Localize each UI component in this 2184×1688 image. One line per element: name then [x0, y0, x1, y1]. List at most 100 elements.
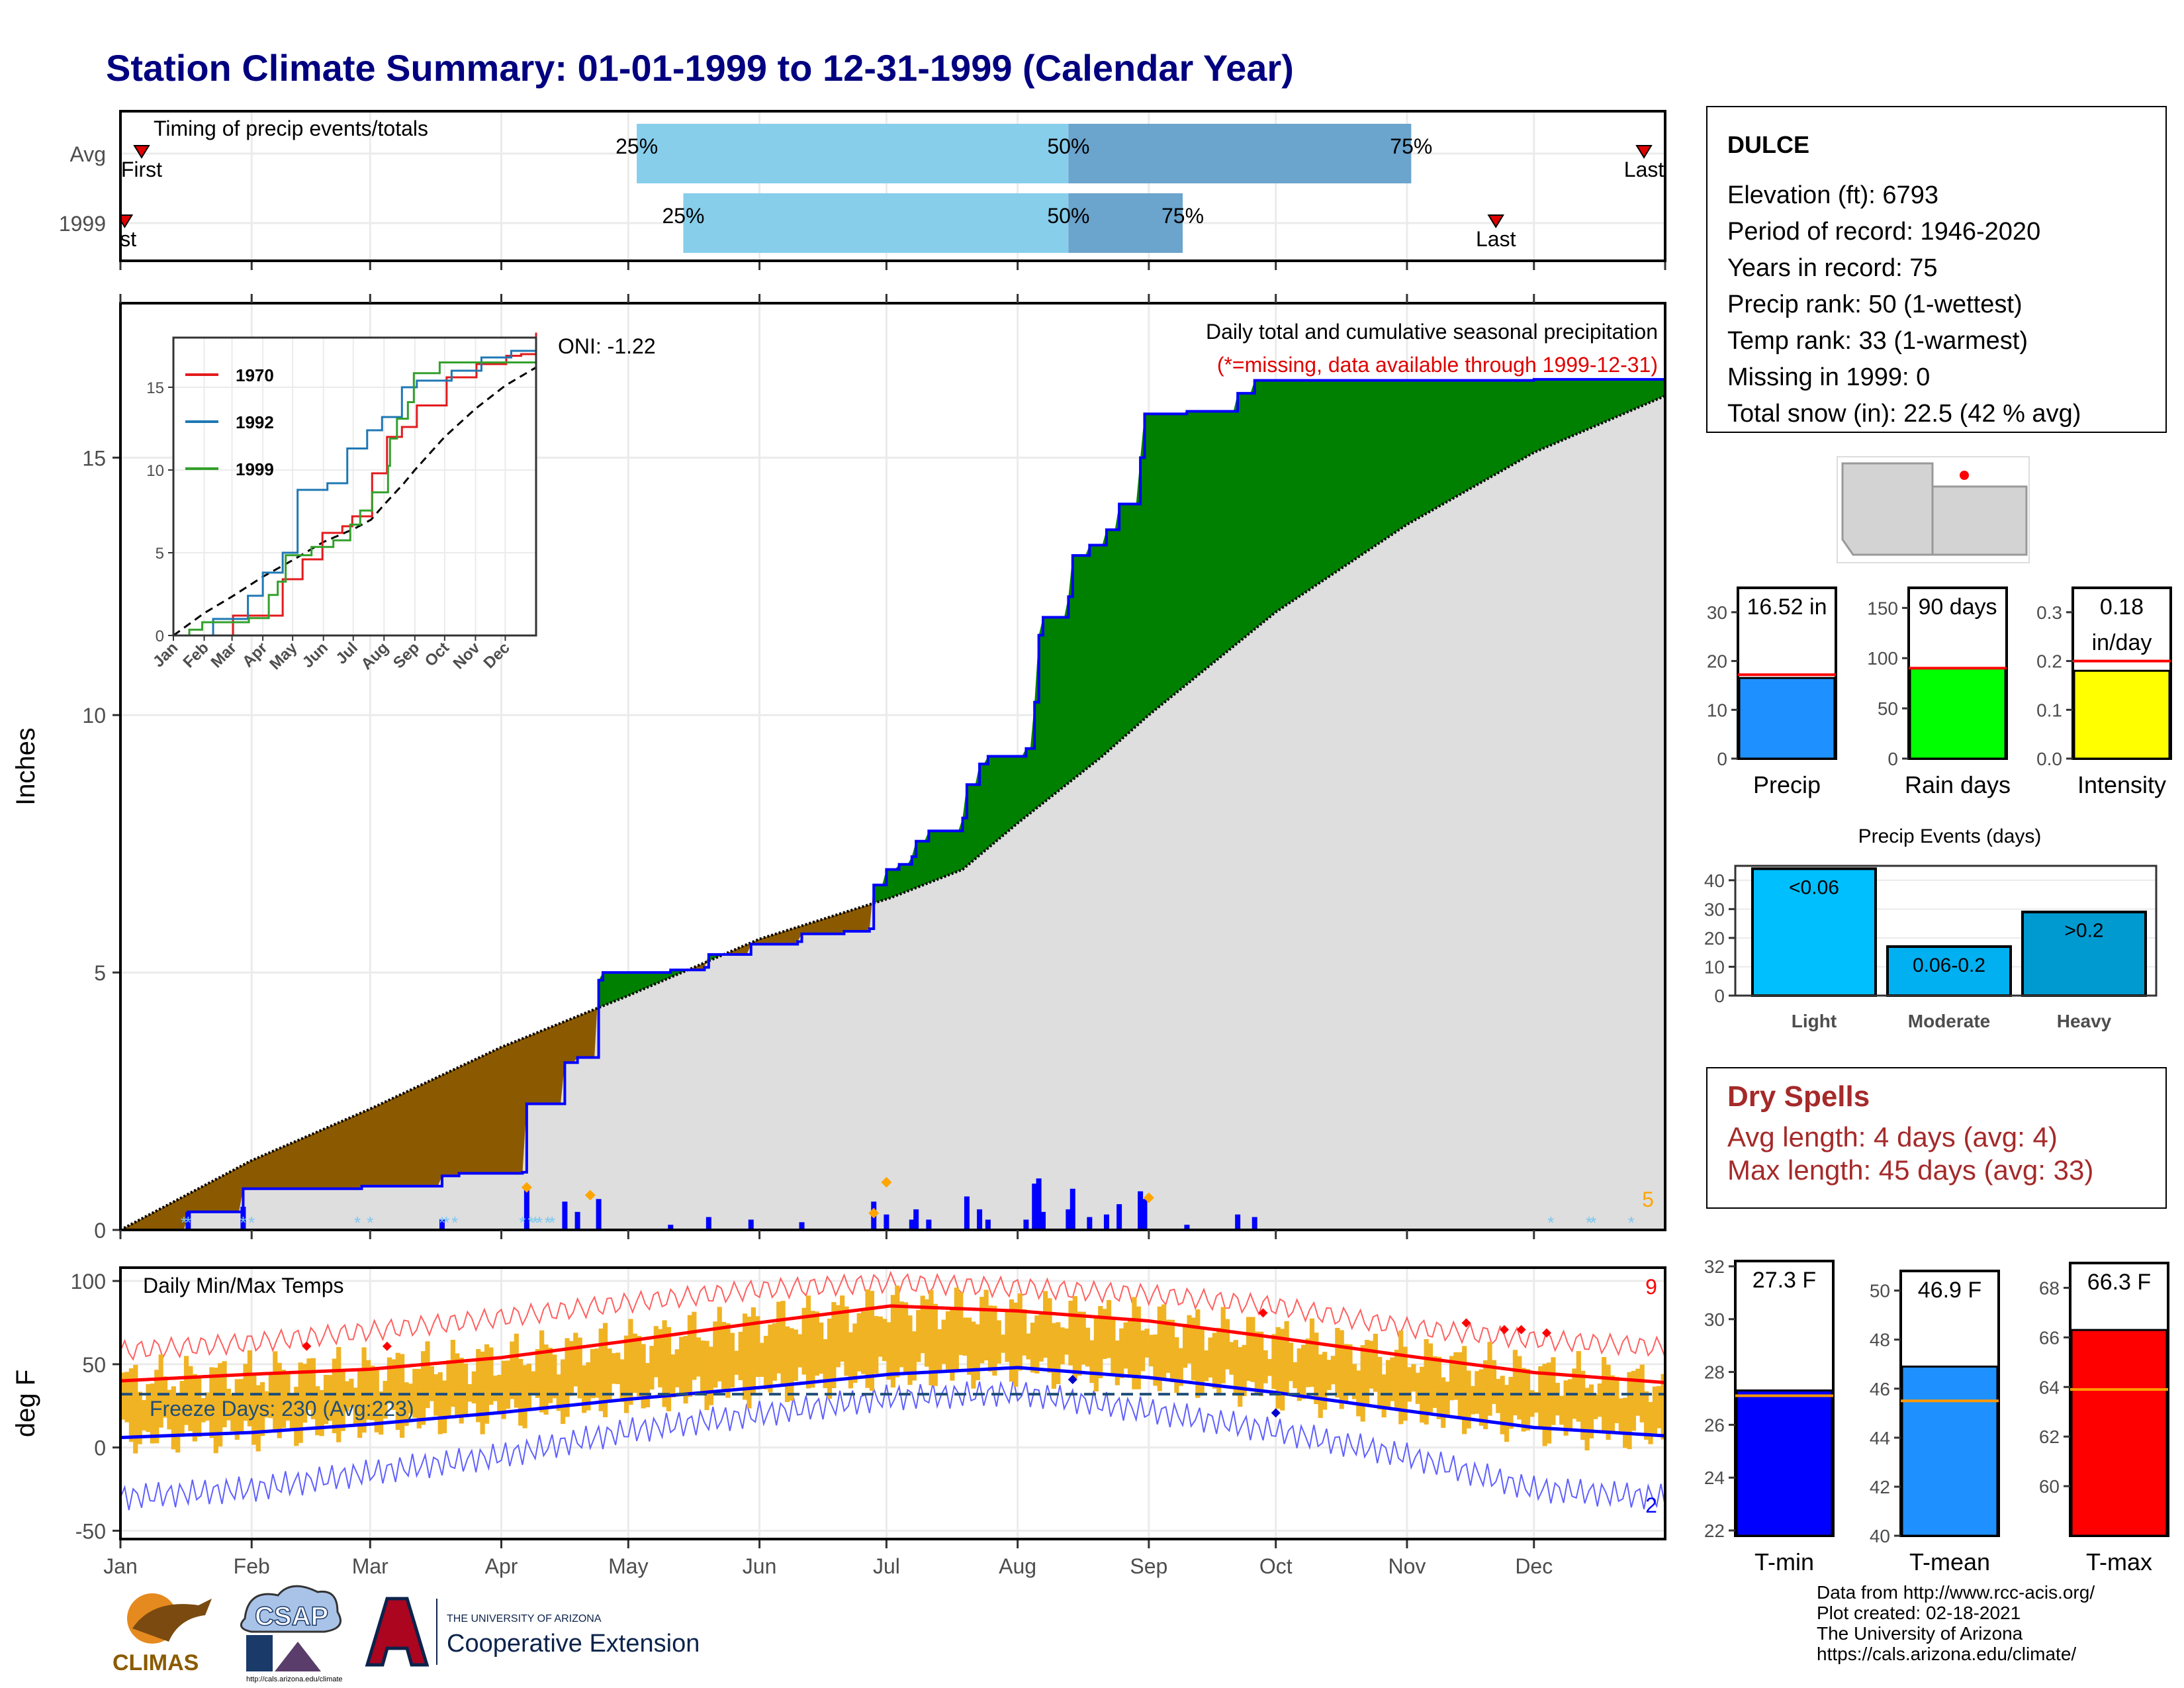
- daily-temp-bar: [1220, 1307, 1226, 1383]
- daily-temp-bar: [907, 1315, 913, 1385]
- ua-logo[interactable]: THE UNIVERSITY OF ARIZONA Cooperative Ex…: [365, 1597, 700, 1667]
- daily-temp-bar: [310, 1358, 316, 1419]
- daily-temp-bar: [1424, 1338, 1429, 1425]
- daily-temp-bar: [467, 1383, 473, 1402]
- csap-cloud-icon: [240, 1585, 341, 1633]
- daily-temp-bar: [1449, 1356, 1455, 1401]
- daily-temp-bar: [1635, 1368, 1641, 1416]
- month-label: Sep: [1130, 1554, 1167, 1578]
- heavy-event-marker-icon: [881, 1177, 892, 1188]
- daily-temp-bar: [856, 1313, 862, 1372]
- daily-temp-bar: [522, 1365, 527, 1429]
- dry-spells-avg: Avg length: 4 days (avg: 4): [1727, 1121, 2058, 1152]
- daily-temp-bar: [632, 1333, 637, 1393]
- daily-temp-bar: [501, 1360, 506, 1419]
- daily-precip-bar: [799, 1222, 805, 1230]
- daily-temp-bar: [298, 1362, 303, 1443]
- snow-day-marker-icon: *: [1628, 1213, 1635, 1233]
- precip-subtitle: (*=missing, data available through 1999-…: [1217, 353, 1658, 377]
- inset-y-tick-label: 10: [146, 462, 164, 480]
- daily-temp-bar: [738, 1331, 743, 1380]
- daily-temp-bar: [1089, 1340, 1095, 1383]
- daily-temp-bar: [1098, 1305, 1103, 1378]
- event-category-label: Moderate: [1908, 1011, 1990, 1031]
- month-label: May: [608, 1554, 648, 1578]
- daily-precip-bar: [1103, 1214, 1109, 1230]
- page-title: Station Climate Summary: 01-01-1999 to 1…: [106, 47, 1294, 89]
- daily-temp-bar: [412, 1368, 418, 1418]
- daily-temp-bar: [747, 1317, 752, 1409]
- temp-y-axis-label: deg F: [11, 1370, 40, 1437]
- daily-temp-bar: [1038, 1312, 1044, 1362]
- daily-temp-bar: [1229, 1342, 1234, 1375]
- daily-temp-bar: [294, 1386, 299, 1446]
- climas-logo[interactable]: CLIMAS: [113, 1593, 212, 1675]
- temp-summary-t-mean-y-tick-label: 46: [1870, 1379, 1890, 1399]
- csap-mountain-icon: [275, 1642, 321, 1671]
- daily-temp-bar: [1326, 1360, 1332, 1390]
- daily-temp-bar: [827, 1318, 833, 1399]
- event-bar-light: [1751, 867, 1877, 998]
- daily-temp-bar: [1441, 1377, 1446, 1428]
- daily-temp-bar: [1085, 1327, 1091, 1367]
- daily-precip-bar: [562, 1201, 568, 1230]
- daily-temp-bar: [1356, 1370, 1361, 1417]
- daily-temp-bar: [1618, 1398, 1623, 1432]
- station-missing: Missing in 1999: 0: [1727, 363, 1931, 391]
- daily-temp-bar: [911, 1331, 917, 1381]
- daily-temp-bar: [674, 1349, 680, 1387]
- daily-temp-bar: [230, 1395, 236, 1432]
- record-high-marker-icon: [1541, 1328, 1551, 1338]
- daily-temp-bar: [192, 1374, 197, 1442]
- below-normal-area: [725, 884, 874, 955]
- daily-temp-bar: [1187, 1315, 1192, 1364]
- temp-summary-t-max-y-tick-label: 66: [2039, 1327, 2060, 1348]
- events-y-tick-label: 20: [1704, 928, 1725, 949]
- credits: Data from http://www.rcc-acis.org/ Plot …: [1817, 1582, 2095, 1664]
- daily-temp-bar: [332, 1358, 337, 1434]
- daily-temp-bar: [1030, 1323, 1036, 1373]
- temp-summary-t-min-y-tick-label: 32: [1704, 1256, 1725, 1277]
- snow-day-marker-icon: *: [1590, 1213, 1596, 1233]
- snow-days-count: 5: [1642, 1188, 1654, 1211]
- temp-summary-t-mean-y-tick-label: 48: [1870, 1330, 1890, 1350]
- daily-temp-bar: [1140, 1330, 1146, 1372]
- daily-temp-bar: [1259, 1331, 1264, 1397]
- daily-temp-bar: [141, 1399, 147, 1430]
- normal-area: [120, 396, 1665, 1230]
- daily-temp-bar: [1127, 1318, 1133, 1375]
- daily-temp-bar: [920, 1295, 925, 1354]
- daily-temp-bar: [1195, 1309, 1201, 1398]
- daily-temp-bar: [395, 1352, 400, 1430]
- daily-temp-bar: [1148, 1335, 1154, 1367]
- daily-temp-bar: [623, 1335, 629, 1413]
- daily-temp-bar: [1246, 1317, 1251, 1382]
- credit-url: https://cals.arizona.edu/climate/: [1817, 1644, 2077, 1664]
- daily-temp-bar: [1428, 1343, 1433, 1413]
- daily-temp-bar: [755, 1316, 760, 1378]
- daily-temp-bar: [1119, 1328, 1124, 1378]
- daily-temp-bar: [492, 1376, 498, 1401]
- daily-temp-bar: [1305, 1338, 1310, 1387]
- daily-temp-bar: [1567, 1379, 1573, 1431]
- daily-temp-bar: [1208, 1337, 1213, 1378]
- month-label: Nov: [1388, 1554, 1426, 1578]
- daily-temp-bar: [582, 1365, 587, 1413]
- record-high-marker-icon: [302, 1341, 312, 1351]
- month-label: Apr: [485, 1554, 518, 1578]
- inset-frame: [172, 336, 537, 637]
- csap-logo[interactable]: CSAP http://cals.arizona.edu/climate: [240, 1585, 343, 1683]
- daily-precip-bar: [884, 1214, 889, 1230]
- daily-temp-bar: [188, 1366, 193, 1431]
- daily-temp-bar: [213, 1368, 218, 1454]
- daily-temp-bar: [1462, 1346, 1467, 1434]
- temp-summary-t-mean-y-tick-label: 50: [1870, 1281, 1890, 1301]
- daily-temp-bar: [1060, 1327, 1065, 1364]
- daily-temp-bar: [1614, 1376, 1619, 1423]
- daily-precip-bar: [668, 1225, 674, 1230]
- daily-temp-bar: [510, 1341, 515, 1399]
- daily-temp-bar: [679, 1336, 684, 1394]
- daily-temp-bar: [1627, 1372, 1632, 1450]
- daily-temp-bar: [1360, 1345, 1365, 1422]
- precip-total-value-label: 16.52 in: [1747, 594, 1827, 620]
